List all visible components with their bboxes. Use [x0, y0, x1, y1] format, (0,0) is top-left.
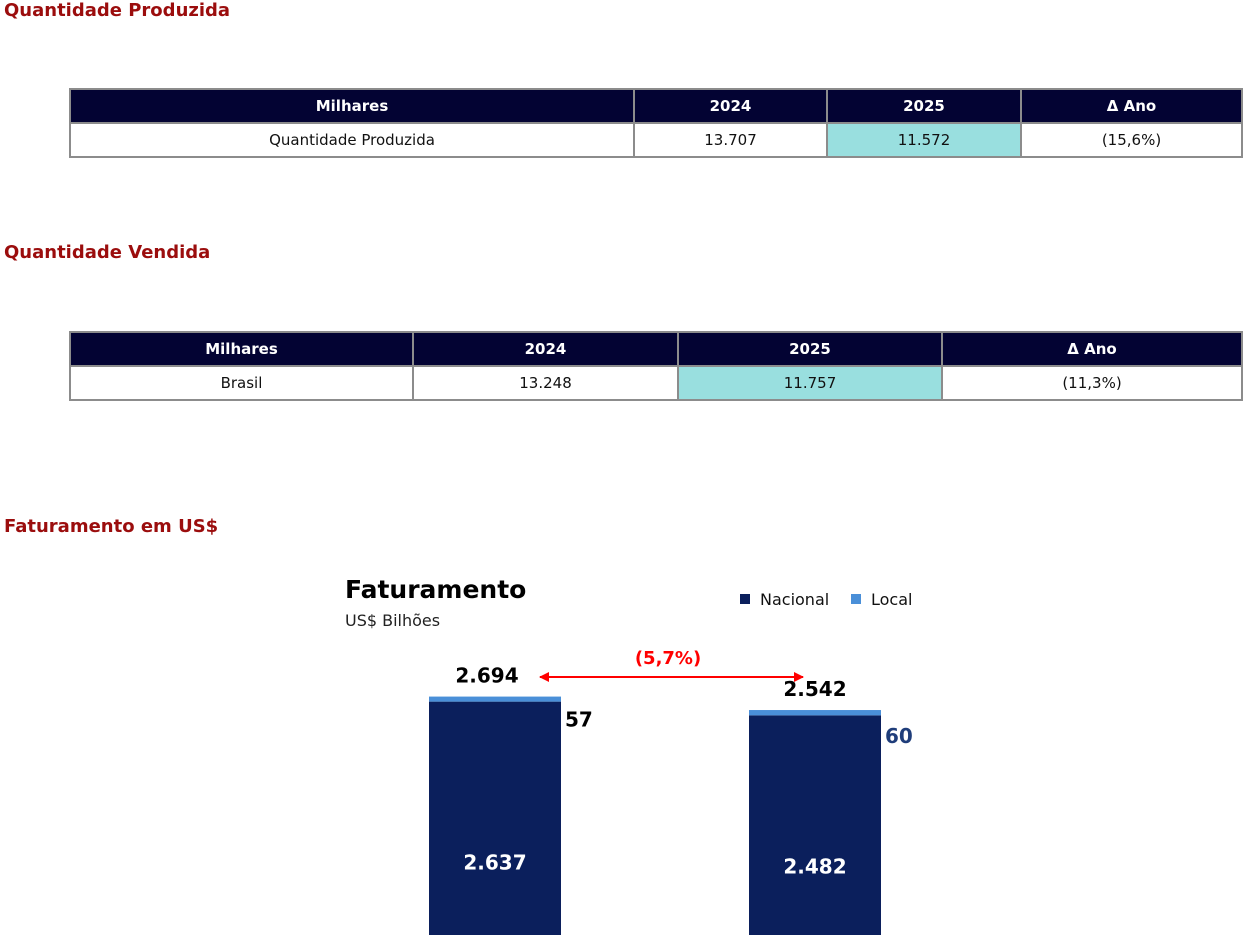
- bar-nacional-1: [749, 715, 881, 935]
- chart-title: Faturamento: [345, 575, 526, 604]
- data-label-nacional-0: 2.637: [463, 851, 526, 875]
- cell-2024: 13.707: [633, 122, 828, 158]
- data-label-nacional-1: 2.482: [783, 854, 846, 878]
- table-row: Brasil 13.248 11.757 (11,3%): [69, 365, 1243, 401]
- data-label-local-0: 57: [565, 708, 593, 732]
- cell-2025: 11.757: [677, 365, 943, 401]
- legend-swatch-local: [851, 594, 861, 604]
- section-title-faturamento: Faturamento em US$: [4, 516, 219, 537]
- bar-local-1: [749, 710, 881, 716]
- bar-local-0: [429, 696, 561, 702]
- col-header-2025: 2025: [677, 331, 943, 367]
- legend-label-nacional: Nacional: [760, 590, 829, 609]
- legend-swatch-nacional: [740, 594, 750, 604]
- table-header-row: Milhares 2024 2025 Δ Ano: [69, 88, 1243, 124]
- bar-nacional-0: [429, 701, 561, 935]
- change-label: (5,7%): [635, 648, 701, 669]
- data-label-local-1: 60: [885, 724, 913, 748]
- produzida-table: Milhares 2024 2025 Δ Ano Quantidade Prod…: [69, 88, 1243, 158]
- col-header-milhares: Milhares: [69, 331, 414, 367]
- cell-2024: 13.248: [412, 365, 679, 401]
- legend-label-local: Local: [871, 590, 912, 609]
- chart-bars: 2.637 57 2.694 2.482 60 2.542 (5,7%): [429, 648, 913, 935]
- cell-delta: (15,6%): [1020, 122, 1243, 158]
- row-label: Brasil: [69, 365, 414, 401]
- chart-legend: Nacional Local: [740, 590, 912, 609]
- row-label: Quantidade Produzida: [69, 122, 635, 158]
- col-header-2024: 2024: [412, 331, 679, 367]
- data-label-total-1: 2.542: [783, 677, 846, 701]
- col-header-delta: Δ Ano: [1020, 88, 1243, 124]
- col-header-delta: Δ Ano: [941, 331, 1243, 367]
- cell-2025: 11.572: [826, 122, 1022, 158]
- table-row: Quantidade Produzida 13.707 11.572 (15,6…: [69, 122, 1243, 158]
- vendida-table: Milhares 2024 2025 Δ Ano Brasil 13.248 1…: [69, 331, 1243, 401]
- section-title-vendida: Quantidade Vendida: [4, 242, 211, 263]
- col-header-2025: 2025: [826, 88, 1022, 124]
- table-header-row: Milhares 2024 2025 Δ Ano: [69, 331, 1243, 367]
- data-label-total-0: 2.694: [455, 664, 518, 688]
- chart-subtitle: US$ Bilhões: [345, 611, 440, 630]
- section-title-produzida: Quantidade Produzida: [4, 0, 231, 21]
- col-header-2024: 2024: [633, 88, 828, 124]
- cell-delta: (11,3%): [941, 365, 1243, 401]
- col-header-milhares: Milhares: [69, 88, 635, 124]
